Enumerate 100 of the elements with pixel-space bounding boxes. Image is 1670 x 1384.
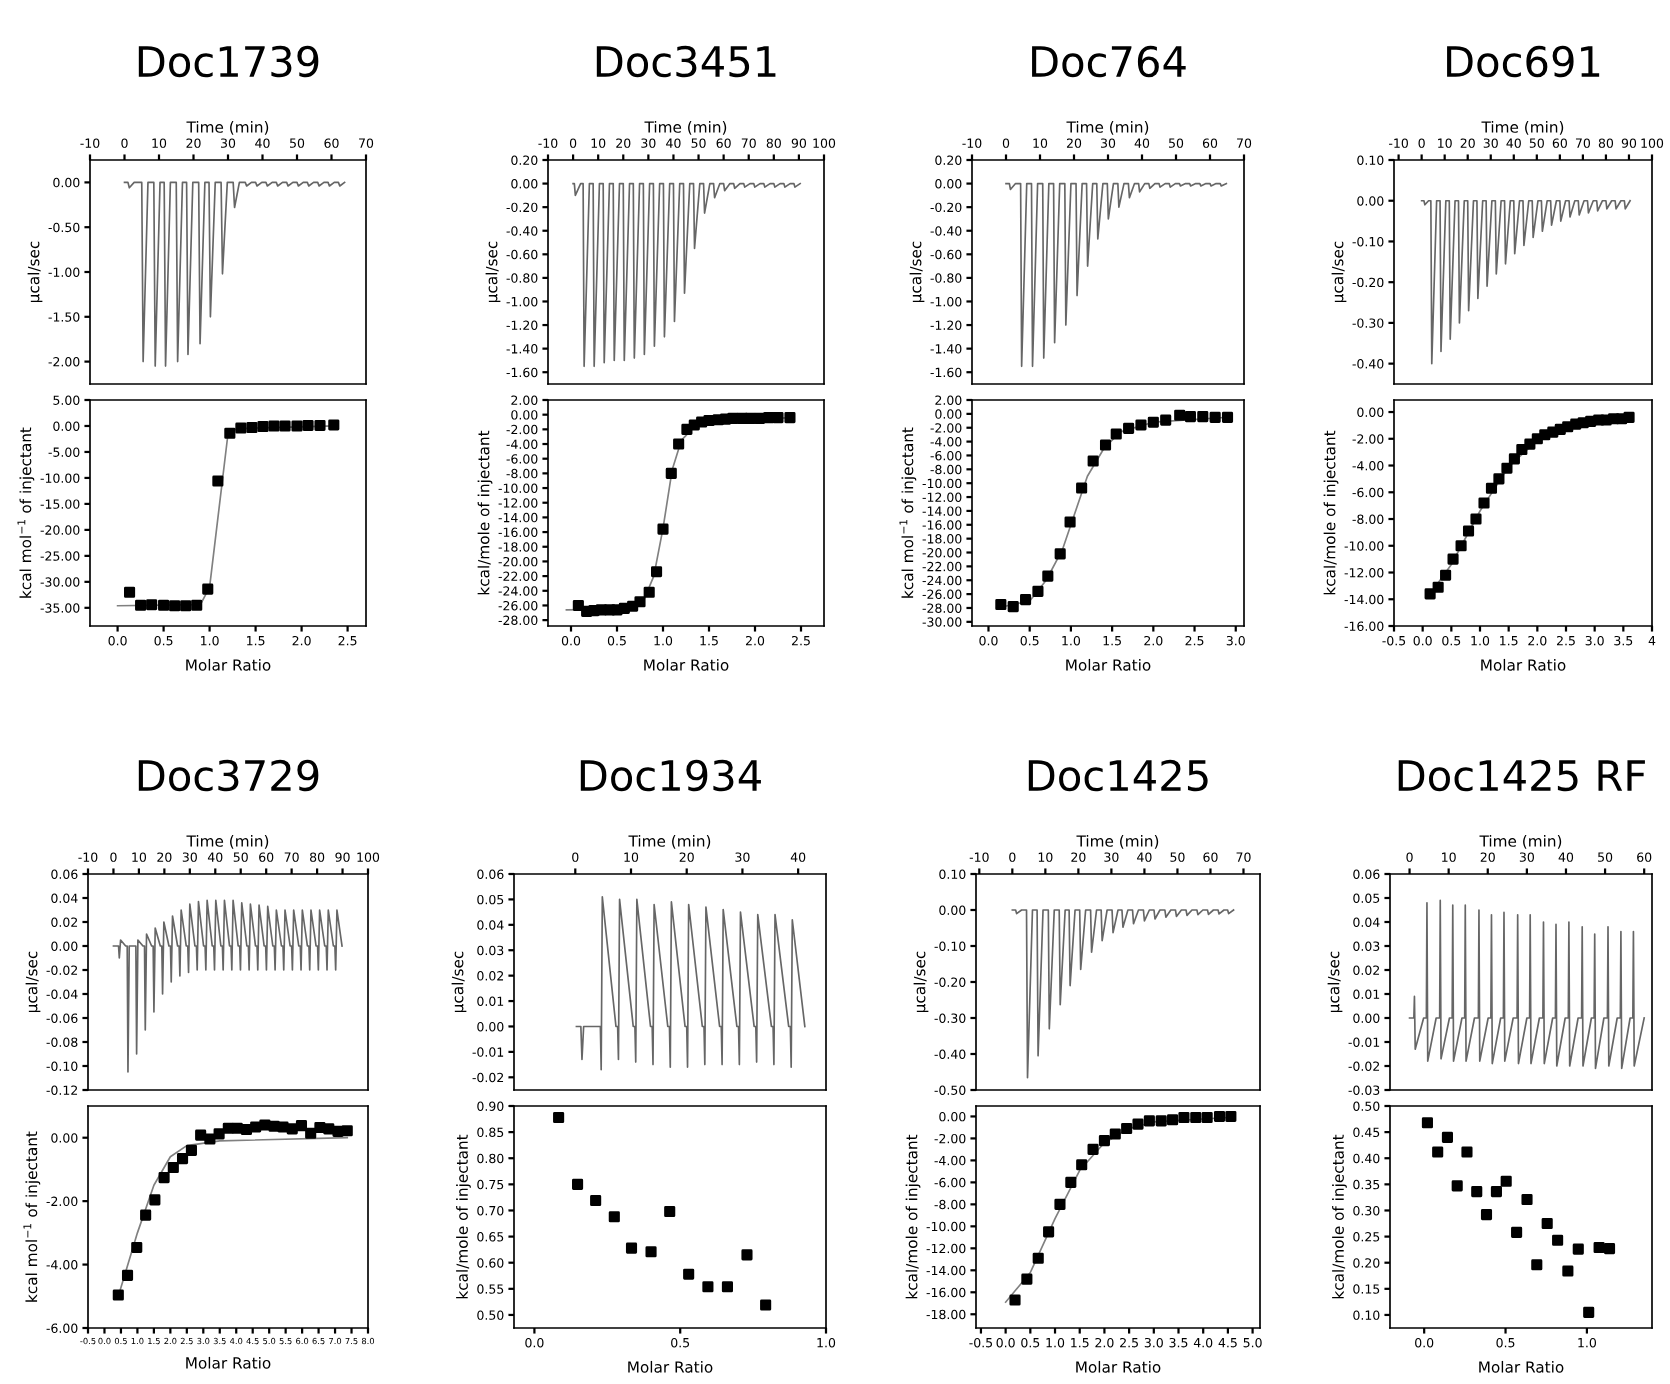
- point: [302, 419, 314, 432]
- point: [1064, 516, 1076, 528]
- point: [1190, 1111, 1202, 1124]
- point: [332, 1125, 344, 1137]
- point: [1441, 1131, 1453, 1143]
- point: [1480, 1209, 1493, 1221]
- point: [195, 1129, 207, 1141]
- point: [1531, 1259, 1543, 1271]
- point: [1470, 513, 1482, 525]
- point: [995, 598, 1007, 611]
- point: [240, 1123, 252, 1136]
- point: [1020, 594, 1032, 606]
- point: [1123, 422, 1135, 434]
- line-series: [112, 899, 343, 1073]
- point: [572, 1178, 584, 1190]
- point: [158, 599, 170, 611]
- point: [1076, 482, 1088, 494]
- point: [1109, 1128, 1121, 1140]
- point: [1421, 1117, 1433, 1129]
- point: [268, 420, 280, 432]
- point: [657, 523, 669, 535]
- point: [1065, 1176, 1077, 1188]
- point: [328, 419, 340, 431]
- point: [1493, 473, 1505, 485]
- point: [1593, 1242, 1605, 1254]
- point: [246, 421, 258, 434]
- point: [741, 1249, 753, 1261]
- point: [202, 583, 214, 595]
- point: [1197, 411, 1209, 423]
- point: [1562, 1265, 1574, 1277]
- line-series: [1005, 182, 1228, 368]
- point: [1471, 1186, 1483, 1198]
- point: [625, 1242, 638, 1254]
- chart-title: Doc3729: [138, 759, 319, 792]
- point: [1184, 411, 1196, 423]
- point: [235, 422, 247, 434]
- point: [553, 1111, 565, 1124]
- point: [146, 599, 158, 611]
- point: [341, 1125, 353, 1137]
- point: [1501, 462, 1513, 474]
- point: [1143, 1115, 1155, 1127]
- point: [279, 420, 291, 432]
- point: [1054, 1198, 1066, 1210]
- chart-title: Doc1425: [1028, 759, 1208, 792]
- point: [1432, 1146, 1444, 1158]
- point: [185, 1144, 197, 1156]
- chart-title: Doc3451: [596, 45, 776, 78]
- line-series: [1420, 199, 1631, 365]
- point: [1552, 1234, 1564, 1246]
- point: [1462, 525, 1475, 537]
- point: [1174, 409, 1186, 421]
- point: [1147, 416, 1159, 428]
- chart-title: Doc691: [1447, 45, 1600, 78]
- point: [703, 414, 715, 427]
- point: [1201, 1111, 1213, 1124]
- point: [167, 1161, 179, 1174]
- point: [1623, 411, 1635, 423]
- point: [1132, 1118, 1144, 1130]
- point: [158, 1172, 170, 1184]
- point: [112, 1289, 124, 1301]
- line-series: [572, 182, 801, 368]
- line-series: [1408, 899, 1646, 1070]
- point: [121, 1269, 134, 1281]
- point: [1478, 497, 1490, 509]
- point: [1043, 1226, 1055, 1238]
- point: [572, 599, 584, 612]
- point: [291, 420, 303, 432]
- point: [1009, 1294, 1021, 1306]
- point: [1455, 540, 1467, 552]
- point: [169, 600, 181, 612]
- point: [1521, 1193, 1533, 1206]
- point: [1007, 601, 1019, 613]
- chart-title: Doc764: [1032, 45, 1186, 78]
- point: [1485, 482, 1498, 494]
- point: [176, 1153, 189, 1165]
- point: [1524, 438, 1536, 450]
- point: [259, 1119, 271, 1131]
- point: [590, 1194, 602, 1207]
- point: [1221, 411, 1234, 423]
- point: [204, 1133, 216, 1145]
- point: [673, 438, 685, 450]
- point: [314, 419, 326, 432]
- line-series: [123, 181, 346, 367]
- point: [323, 1123, 335, 1135]
- point: [1603, 1243, 1616, 1255]
- point: [1155, 1115, 1167, 1127]
- point: [149, 1194, 161, 1206]
- point: [1076, 1159, 1088, 1171]
- point: [1213, 1110, 1226, 1122]
- point: [277, 1121, 289, 1133]
- point: [1490, 1186, 1502, 1198]
- point: [1508, 453, 1520, 465]
- point: [1099, 439, 1112, 451]
- point: [1021, 1273, 1033, 1285]
- line-series: [1011, 909, 1235, 1079]
- point: [1583, 1306, 1595, 1318]
- point: [1511, 1226, 1523, 1238]
- point: [1121, 1122, 1133, 1135]
- point: [1135, 419, 1147, 431]
- point: [1032, 1252, 1044, 1264]
